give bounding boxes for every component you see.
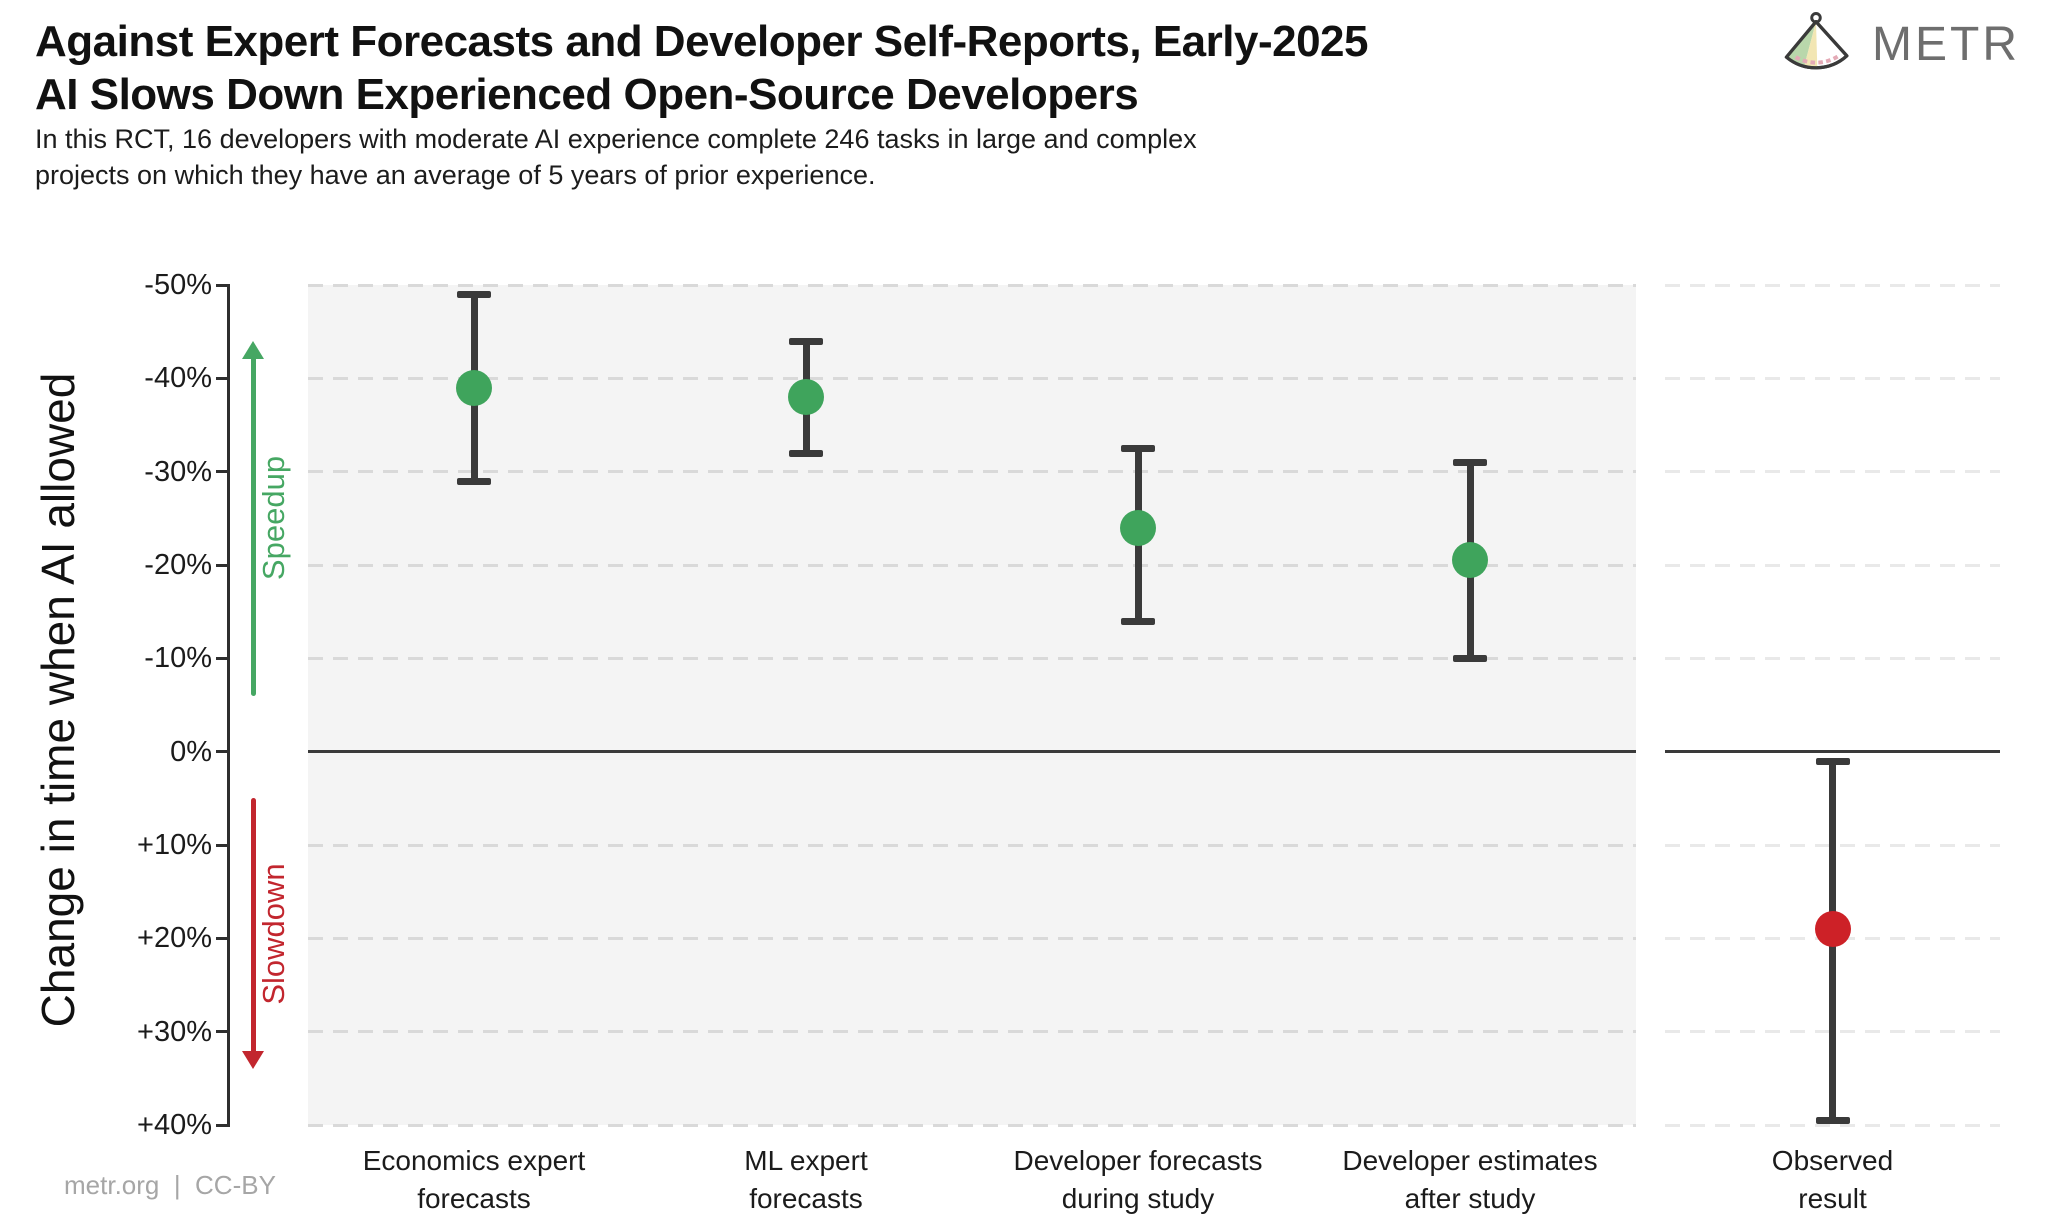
x-category-label: Observed result bbox=[1771, 1145, 1894, 1214]
gridline bbox=[1665, 563, 2000, 567]
y-axis-tick bbox=[216, 936, 230, 940]
gridline bbox=[1665, 283, 2000, 287]
x-category-label: ML expert forecasts bbox=[744, 1145, 868, 1214]
y-axis-tick bbox=[216, 1030, 230, 1034]
metr-protractor-icon bbox=[1784, 12, 1849, 70]
error-bar-cap bbox=[457, 477, 491, 485]
y-axis-tick bbox=[216, 843, 230, 847]
error-bar-cap bbox=[1453, 654, 1487, 662]
x-category-label: Developer forecasts during study bbox=[1013, 1145, 1263, 1214]
slowdown-arrow-head bbox=[241, 1051, 264, 1069]
x-category-label: Developer estimates after study bbox=[1342, 1145, 1598, 1214]
error-bar-cap bbox=[1121, 617, 1155, 625]
y-tick-label: -50% bbox=[144, 269, 212, 301]
speedup-arrow-line bbox=[250, 355, 256, 696]
chart-subtitle: In this RCT, 16 developers with moderate… bbox=[35, 122, 1197, 193]
subtitle-line-1: In this RCT, 16 developers with moderate… bbox=[35, 124, 1197, 154]
zero-reference-line bbox=[308, 750, 1636, 754]
subtitle-line-2: projects on which they have an average o… bbox=[35, 159, 876, 190]
y-axis-tick bbox=[216, 283, 230, 287]
y-tick-label: -20% bbox=[144, 549, 212, 581]
y-tick-label: +10% bbox=[137, 829, 212, 861]
gridline bbox=[308, 563, 1636, 567]
data-point-dot bbox=[788, 379, 824, 415]
data-point-dot bbox=[1120, 509, 1156, 546]
y-tick-label: +30% bbox=[137, 1015, 212, 1048]
error-bar-cap bbox=[789, 449, 823, 457]
gridline bbox=[1665, 656, 2000, 660]
y-axis-line bbox=[227, 284, 230, 1127]
gridline bbox=[308, 470, 1636, 474]
y-tick-label: -30% bbox=[144, 455, 212, 488]
error-bar-cap bbox=[1815, 1116, 1850, 1124]
error-bar-cap bbox=[457, 290, 491, 298]
title-line-1: Against Expert Forecasts and Developer S… bbox=[35, 17, 1369, 66]
y-axis-tick bbox=[216, 470, 230, 474]
metr-logo: METR bbox=[1774, 8, 2020, 80]
y-axis-tick bbox=[216, 563, 230, 567]
y-tick-label: -40% bbox=[144, 362, 212, 395]
speedup-label: Speedup bbox=[256, 456, 291, 581]
gridline bbox=[1665, 1123, 2000, 1127]
main-panel bbox=[308, 285, 1636, 1125]
gridline bbox=[1665, 376, 2000, 380]
gridline bbox=[308, 656, 1636, 660]
error-bar-cap bbox=[1121, 444, 1155, 452]
gridline bbox=[1665, 470, 2000, 474]
gridline bbox=[308, 843, 1636, 847]
x-category-label: Economics expert forecasts bbox=[362, 1145, 586, 1214]
gridline bbox=[308, 1123, 1636, 1127]
y-axis-tick bbox=[216, 750, 230, 754]
slowdown-arrow-line bbox=[250, 798, 256, 1055]
gridline bbox=[308, 936, 1636, 940]
zero-reference-line bbox=[1665, 750, 2000, 754]
gridline bbox=[308, 1030, 1636, 1034]
error-bar-cap bbox=[1815, 757, 1850, 765]
error-bar-cap bbox=[1453, 458, 1487, 466]
y-axis-tick bbox=[216, 376, 230, 380]
y-axis-tick bbox=[216, 656, 230, 660]
error-bar-cap bbox=[789, 337, 823, 345]
y-tick-label: -10% bbox=[144, 642, 212, 675]
slowdown-label: Slowdown bbox=[256, 863, 291, 1005]
gridline bbox=[308, 283, 1636, 287]
title-line-2: AI Slows Down Experienced Open-Source De… bbox=[35, 69, 1139, 119]
metr-logo-text: METR bbox=[1872, 17, 2020, 71]
speedup-arrow-head bbox=[241, 341, 264, 359]
y-tick-label: +40% bbox=[137, 1109, 212, 1141]
y-tick-label: +20% bbox=[137, 922, 212, 955]
data-point-dot bbox=[456, 369, 492, 406]
y-tick-label: 0% bbox=[170, 735, 212, 768]
page-title: Against Expert Forecasts and Developer S… bbox=[35, 16, 1369, 122]
data-point-dot bbox=[1814, 911, 1851, 947]
gridline bbox=[308, 376, 1636, 380]
credit-text: metr.org | CC-BY bbox=[64, 1170, 276, 1200]
y-axis-tick bbox=[216, 1123, 230, 1127]
data-point-dot bbox=[1452, 542, 1488, 579]
